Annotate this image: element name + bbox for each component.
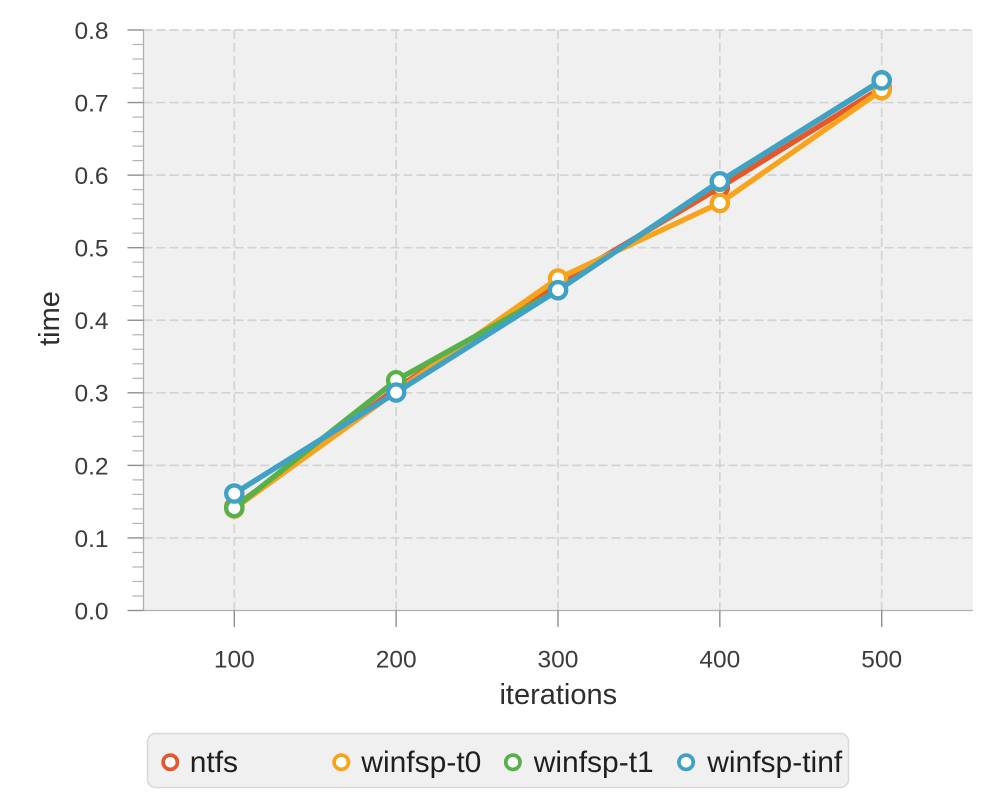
svg-text:0.5: 0.5 <box>74 236 108 263</box>
svg-text:winfsp-tinf: winfsp-tinf <box>706 746 843 779</box>
svg-text:400: 400 <box>699 646 740 673</box>
svg-text:ntfs: ntfs <box>190 746 238 779</box>
svg-text:0.2: 0.2 <box>74 453 108 480</box>
svg-text:0.7: 0.7 <box>74 90 108 117</box>
svg-text:winfsp-t0: winfsp-t0 <box>360 746 481 779</box>
svg-text:iterations: iterations <box>499 679 617 711</box>
svg-text:0.0: 0.0 <box>74 598 108 625</box>
svg-text:100: 100 <box>214 646 255 673</box>
svg-text:0.6: 0.6 <box>74 163 108 190</box>
svg-text:0.8: 0.8 <box>74 18 108 45</box>
svg-text:0.3: 0.3 <box>74 381 108 408</box>
svg-text:winfsp-t1: winfsp-t1 <box>533 746 654 779</box>
svg-text:0.1: 0.1 <box>74 526 108 553</box>
svg-text:0.4: 0.4 <box>74 308 108 335</box>
svg-text:300: 300 <box>538 646 579 673</box>
svg-text:time: time <box>34 291 66 346</box>
svg-text:200: 200 <box>376 646 417 673</box>
svg-text:500: 500 <box>861 646 902 673</box>
